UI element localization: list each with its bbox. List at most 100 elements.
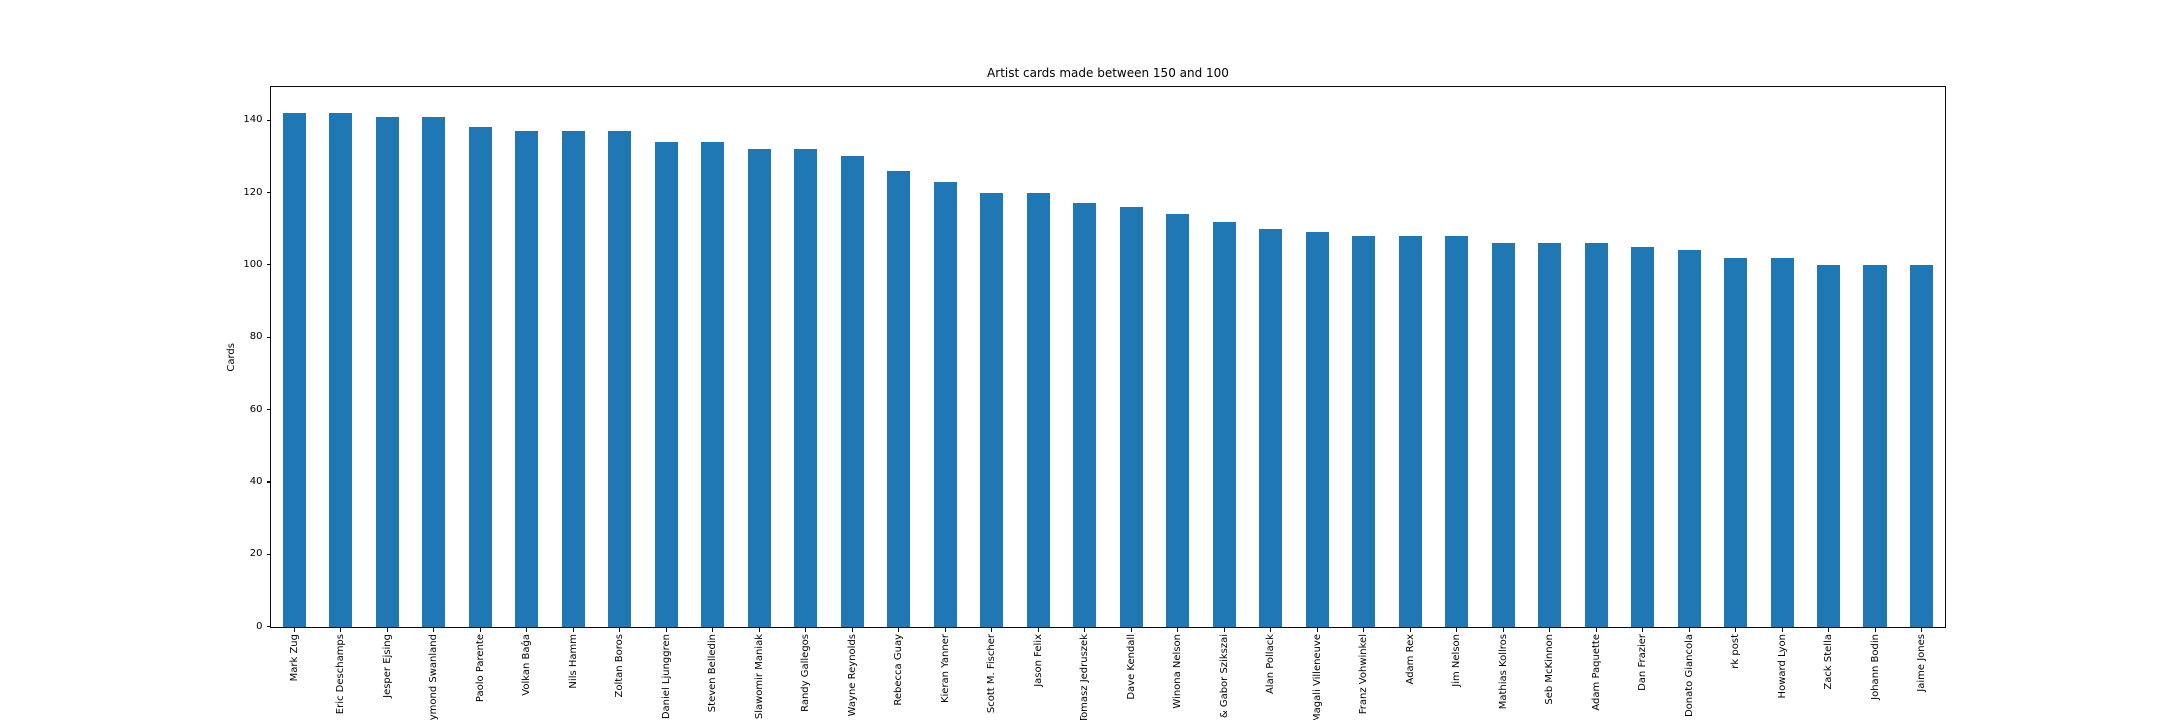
x-tick-label: Zack Stella <box>1823 634 1835 690</box>
x-tick-mark <box>433 628 435 632</box>
x-tick-mark <box>526 628 528 632</box>
bar <box>468 127 492 627</box>
chart-title: Artist cards made between 150 and 100 <box>987 66 1229 80</box>
x-tick-mark <box>1037 628 1039 632</box>
x-tick-label: Magali Villeneuve <box>1311 634 1323 720</box>
x-tick-label: rk post <box>1730 634 1742 669</box>
x-tick-label: Zoltan Boros <box>614 634 626 698</box>
bar <box>608 131 632 627</box>
x-tick-mark <box>1270 628 1272 632</box>
x-tick-mark <box>1781 628 1783 632</box>
x-tick-label: Zoltan Boros & Gabor Szikszai <box>1218 634 1230 720</box>
bar <box>1398 235 1422 627</box>
x-tick-mark <box>758 628 760 632</box>
bar <box>933 181 957 627</box>
bar <box>1445 235 1469 627</box>
y-tick-label: 80 <box>249 331 263 343</box>
x-tick-mark <box>991 628 993 632</box>
bar <box>1491 243 1515 627</box>
x-tick-label: Franz Vohwinkel <box>1358 634 1370 715</box>
x-tick-label: Steven Belledin <box>707 634 719 713</box>
x-tick-mark <box>386 628 388 632</box>
x-tick-mark <box>1502 628 1504 632</box>
bar <box>1817 264 1841 627</box>
y-tick-mark <box>266 409 270 411</box>
bar <box>1677 250 1701 627</box>
x-tick-mark <box>1921 628 1923 632</box>
x-tick-label: Jason Felix <box>1032 634 1044 687</box>
x-tick-mark <box>712 628 714 632</box>
bar <box>747 149 771 627</box>
x-tick-label: Alan Pollack <box>1265 634 1277 695</box>
x-tick-label: Jaime Jones <box>1916 634 1928 692</box>
x-tick-mark <box>1595 628 1597 632</box>
x-tick-mark <box>805 628 807 632</box>
x-tick-label: Wayne Reynolds <box>846 634 858 717</box>
y-tick-mark <box>266 336 270 338</box>
bar <box>1305 232 1329 627</box>
bar <box>1166 214 1190 627</box>
x-tick-label: Tomasz Jedruszek <box>1079 634 1091 720</box>
bar <box>1584 243 1608 627</box>
bar <box>887 170 911 627</box>
x-tick-mark <box>1874 628 1876 632</box>
x-tick-mark <box>1688 628 1690 632</box>
x-tick-label: Eric Deschamps <box>335 634 347 715</box>
x-tick-mark <box>572 628 574 632</box>
x-tick-label: Johann Bodin <box>1869 634 1881 700</box>
x-tick-mark <box>1735 628 1737 632</box>
x-tick-mark <box>1828 628 1830 632</box>
x-tick-mark <box>851 628 853 632</box>
bar <box>1631 246 1655 627</box>
x-tick-mark <box>1130 628 1132 632</box>
x-tick-label: Slawomir Maniak <box>753 634 765 720</box>
x-tick-mark <box>619 628 621 632</box>
bar <box>1026 192 1050 627</box>
bar <box>1212 221 1236 627</box>
x-tick-label: Scott M. Fischer <box>986 634 998 714</box>
y-axis-label: Cards <box>226 343 237 372</box>
x-tick-label: Seb McKinnon <box>1544 634 1556 705</box>
x-tick-mark <box>1409 628 1411 632</box>
bar <box>1352 235 1376 627</box>
bar <box>794 149 818 627</box>
y-tick-label: 0 <box>256 620 263 632</box>
bar <box>561 131 585 627</box>
x-tick-label: Howard Lyon <box>1776 634 1788 699</box>
x-tick-label: Volkan Baǵa <box>521 634 533 696</box>
y-tick-mark <box>266 626 270 628</box>
x-tick-mark <box>340 628 342 632</box>
bar <box>1770 257 1794 627</box>
bar <box>840 156 864 627</box>
y-tick-label: 120 <box>243 186 263 198</box>
x-tick-label: Paolo Parente <box>474 634 486 703</box>
bar <box>515 131 539 627</box>
x-tick-label: Daniel Ljunggren <box>660 634 672 720</box>
y-tick-mark <box>266 191 270 194</box>
bar <box>654 141 678 627</box>
x-tick-label: Mathias Kollros <box>1497 634 1509 710</box>
y-tick-label: 100 <box>243 258 263 270</box>
bar <box>1538 243 1562 627</box>
x-tick-label: Donato Giancola <box>1683 634 1695 718</box>
bar <box>1863 264 1887 627</box>
x-tick-mark <box>944 628 946 632</box>
x-tick-label: Mark Zug <box>288 634 300 682</box>
bar <box>1909 264 1934 627</box>
bar <box>282 112 306 627</box>
x-tick-label: Kieran Yanner <box>939 634 951 704</box>
x-tick-mark <box>479 628 481 632</box>
x-tick-mark <box>1084 628 1086 632</box>
y-tick-label: 140 <box>243 114 263 126</box>
bar <box>1724 257 1748 627</box>
x-tick-mark <box>665 628 667 632</box>
x-tick-mark <box>1456 628 1458 632</box>
y-tick-mark <box>266 119 270 121</box>
bar <box>701 141 725 627</box>
bar <box>422 116 446 627</box>
y-tick-mark <box>266 481 270 483</box>
x-tick-label: Nils Hamm <box>567 634 579 689</box>
bar <box>1073 203 1097 627</box>
x-tick-label: Jesper Ejsing <box>381 634 393 698</box>
